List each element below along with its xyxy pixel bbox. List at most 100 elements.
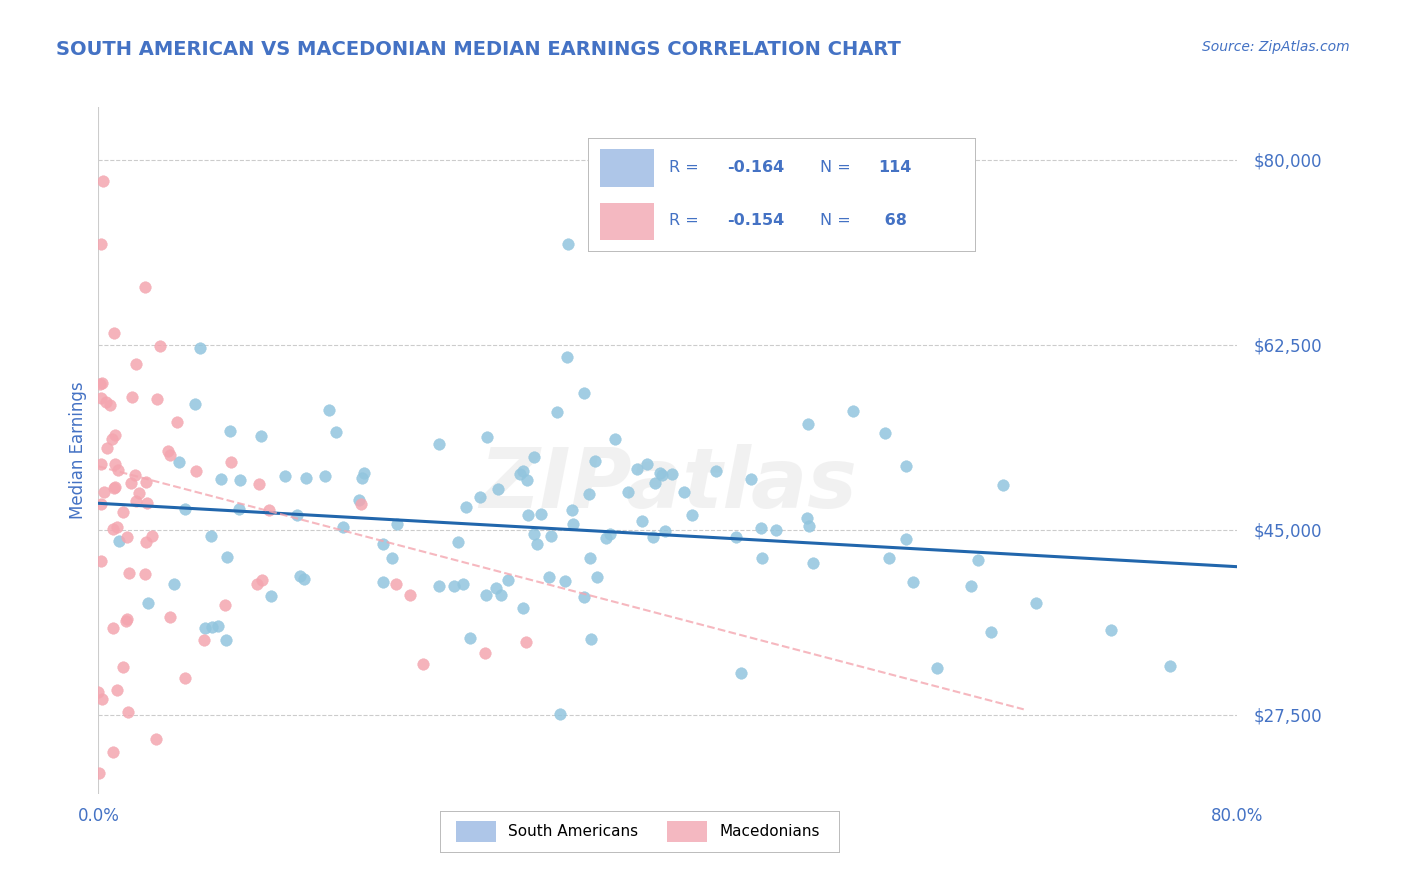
Point (350, 471, 373, 485)
Point (562, 516, 585, 531)
Point (617, 484, 640, 499)
Point (146, 392, 169, 406)
Point (90, 237, 112, 252)
Point (578, 487, 600, 501)
Point (214, 598, 236, 612)
Point (960, 579, 983, 593)
Point (134, 279, 156, 293)
Point (93, 485, 115, 500)
Point (260, 589, 283, 603)
Point (427, 437, 450, 451)
Point (749, 521, 772, 535)
Point (117, 612, 139, 626)
Point (496, 573, 519, 587)
Text: 68: 68 (879, 213, 907, 228)
Point (631, 515, 654, 529)
Point (765, 523, 787, 537)
Point (163, 577, 186, 591)
Point (246, 576, 269, 591)
Point (554, 574, 576, 589)
Point (166, 416, 188, 430)
Point (751, 550, 773, 565)
Point (91, 174, 114, 188)
Point (98, 398, 121, 412)
Point (477, 430, 499, 444)
Point (579, 632, 602, 646)
Point (516, 473, 538, 487)
Point (215, 632, 238, 647)
Text: -0.154: -0.154 (727, 213, 785, 228)
Text: -0.164: -0.164 (727, 160, 785, 175)
Point (877, 550, 900, 565)
Point (135, 534, 157, 549)
Bar (600, 149, 654, 186)
Point (654, 524, 676, 539)
Point (209, 472, 232, 486)
Point (1099, 623, 1122, 637)
Point (648, 466, 671, 480)
Text: Source: ZipAtlas.com: Source: ZipAtlas.com (1202, 40, 1350, 54)
Point (353, 467, 375, 481)
Point (229, 474, 252, 488)
Point (661, 467, 683, 482)
Point (724, 530, 747, 544)
Point (138, 596, 160, 610)
Point (200, 620, 222, 634)
Text: ZIPatlas: ZIPatlas (479, 444, 856, 525)
Text: Macedonians: Macedonians (718, 824, 820, 839)
Point (135, 475, 157, 489)
Point (104, 480, 127, 494)
Point (373, 537, 395, 551)
Point (427, 579, 450, 593)
Point (112, 659, 135, 673)
Point (193, 632, 215, 647)
Point (90, 553, 112, 567)
Point (288, 569, 311, 583)
Point (526, 537, 548, 551)
Y-axis label: Median Earnings: Median Earnings (69, 382, 87, 519)
Point (1025, 596, 1047, 610)
Point (115, 614, 138, 628)
Point (156, 443, 179, 458)
Point (108, 534, 131, 549)
Point (704, 464, 727, 478)
Point (332, 520, 354, 534)
Point (105, 683, 128, 698)
Point (841, 404, 863, 418)
Point (740, 472, 762, 486)
Point (509, 467, 531, 481)
Point (730, 665, 752, 680)
Point (470, 490, 492, 504)
Point (124, 468, 146, 483)
Point (799, 518, 821, 533)
Text: N =: N = (821, 160, 856, 175)
Point (636, 457, 658, 471)
Point (89, 377, 111, 392)
Point (673, 485, 696, 500)
Point (512, 464, 534, 478)
Point (194, 621, 217, 635)
Point (101, 621, 124, 635)
Point (412, 657, 434, 671)
Point (557, 237, 579, 252)
Point (512, 600, 534, 615)
Point (295, 471, 318, 485)
Point (546, 405, 568, 419)
Point (117, 705, 139, 719)
Point (273, 469, 295, 483)
Text: R =: R = (669, 213, 704, 228)
Point (523, 450, 546, 464)
Text: N =: N = (821, 213, 856, 228)
Point (104, 428, 127, 442)
Point (101, 522, 124, 536)
Point (90, 391, 112, 405)
Point (87, 685, 110, 699)
Point (475, 588, 498, 602)
Point (641, 530, 664, 544)
Point (548, 707, 571, 722)
Bar (456, 822, 496, 842)
Point (443, 579, 465, 593)
Point (801, 556, 824, 570)
Point (980, 625, 1002, 640)
Point (896, 532, 918, 546)
